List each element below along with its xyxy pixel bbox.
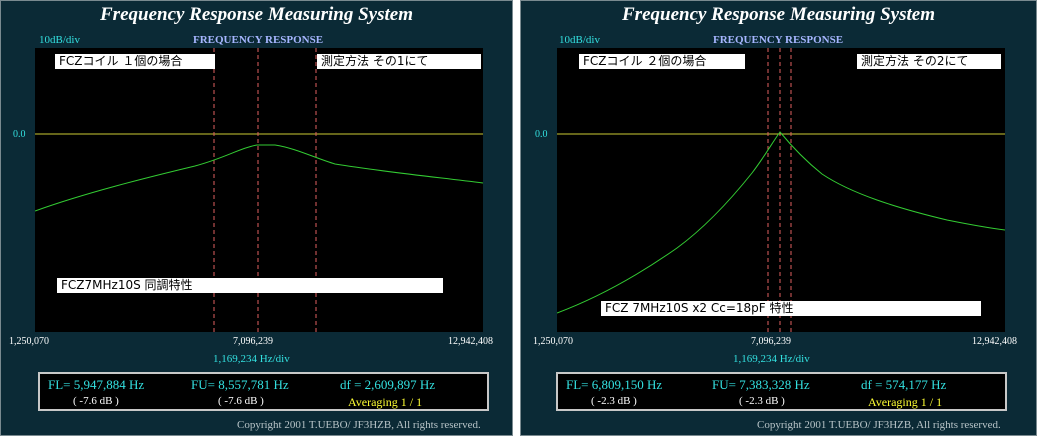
freq-start-label: 1,250,070 bbox=[533, 336, 573, 347]
panel-title: Frequency Response Measuring System bbox=[100, 4, 413, 25]
fl-value: FL= 5,947,884 Hz bbox=[48, 377, 145, 392]
averaging-label: Averaging 1 / 1 bbox=[868, 395, 943, 409]
response-label: FREQUENCY RESPONSE bbox=[713, 34, 844, 46]
characteristic-label: FCZ 7MHz10S x2 Cc=18pF 特性 bbox=[601, 301, 981, 316]
copyright-text: Copyright 2001 T.UEBO/ JF3HZB, All right… bbox=[237, 419, 481, 431]
freq-center-label: 7,096,239 bbox=[233, 336, 273, 347]
fl-value: FL= 6,809,150 Hz bbox=[566, 377, 663, 392]
fu-db-value: ( -7.6 dB ) bbox=[218, 395, 264, 407]
fu-value: FU= 7,383,328 Hz bbox=[712, 377, 810, 392]
zero-db-label: 0.0 bbox=[535, 129, 548, 140]
right-panel: Frequency Response Measuring System 10dB… bbox=[520, 0, 1037, 436]
response-graph bbox=[557, 48, 1005, 332]
freq-end-label: 12,942,408 bbox=[448, 336, 493, 347]
fl-db-value: ( -7.6 dB ) bbox=[73, 395, 119, 407]
fu-db-value: ( -2.3 dB ) bbox=[739, 395, 785, 407]
coil-count-label: FCZコイル １個の場合 bbox=[55, 54, 215, 69]
hz-per-div-label: 1,169,234 Hz/div bbox=[213, 353, 290, 365]
freq-center-label: 7,096,239 bbox=[751, 336, 791, 347]
panel-title: Frequency Response Measuring System bbox=[622, 4, 935, 25]
method-label: 測定方法 その1にて bbox=[317, 54, 481, 69]
scale-label: 10dB/div bbox=[559, 34, 600, 46]
averaging-label: Averaging 1 / 1 bbox=[348, 395, 423, 409]
response-trace bbox=[35, 144, 483, 212]
copyright-text: Copyright 2001 T.UEBO/ JF3HZB, All right… bbox=[757, 419, 1001, 431]
coil-count-label: FCZコイル ２個の場合 bbox=[579, 54, 745, 69]
measurement-box: FL= 5,947,884 Hz FU= 8,557,781 Hz df = 2… bbox=[38, 372, 489, 411]
response-label: FREQUENCY RESPONSE bbox=[193, 34, 324, 46]
df-value: df = 2,609,897 Hz bbox=[340, 377, 436, 392]
method-label: 測定方法 その2にて bbox=[857, 54, 1001, 69]
characteristic-label: FCZ7MHz10S 同調特性 bbox=[57, 278, 443, 293]
df-value: df = 574,177 Hz bbox=[861, 377, 947, 392]
freq-start-label: 1,250,070 bbox=[9, 336, 49, 347]
hz-per-div-label: 1,169,234 Hz/div bbox=[733, 353, 810, 365]
freq-end-label: 12,942,408 bbox=[972, 336, 1017, 347]
response-graph bbox=[35, 48, 483, 332]
zero-db-label: 0.0 bbox=[13, 129, 26, 140]
fl-db-value: ( -2.3 dB ) bbox=[591, 395, 637, 407]
measurement-box: FL= 6,809,150 Hz FU= 7,383,328 Hz df = 5… bbox=[556, 372, 1007, 411]
plot-area[interactable]: FCZコイル １個の場合 測定方法 その1にて FCZ7MHz10S 同調特性 bbox=[35, 48, 483, 332]
response-trace bbox=[557, 131, 1005, 314]
fu-value: FU= 8,557,781 Hz bbox=[191, 377, 289, 392]
scale-label: 10dB/div bbox=[39, 34, 80, 46]
plot-area[interactable]: FCZコイル ２個の場合 測定方法 その2にて FCZ 7MHz10S x2 C… bbox=[557, 48, 1005, 332]
left-panel: Frequency Response Measuring System 10dB… bbox=[0, 0, 513, 436]
